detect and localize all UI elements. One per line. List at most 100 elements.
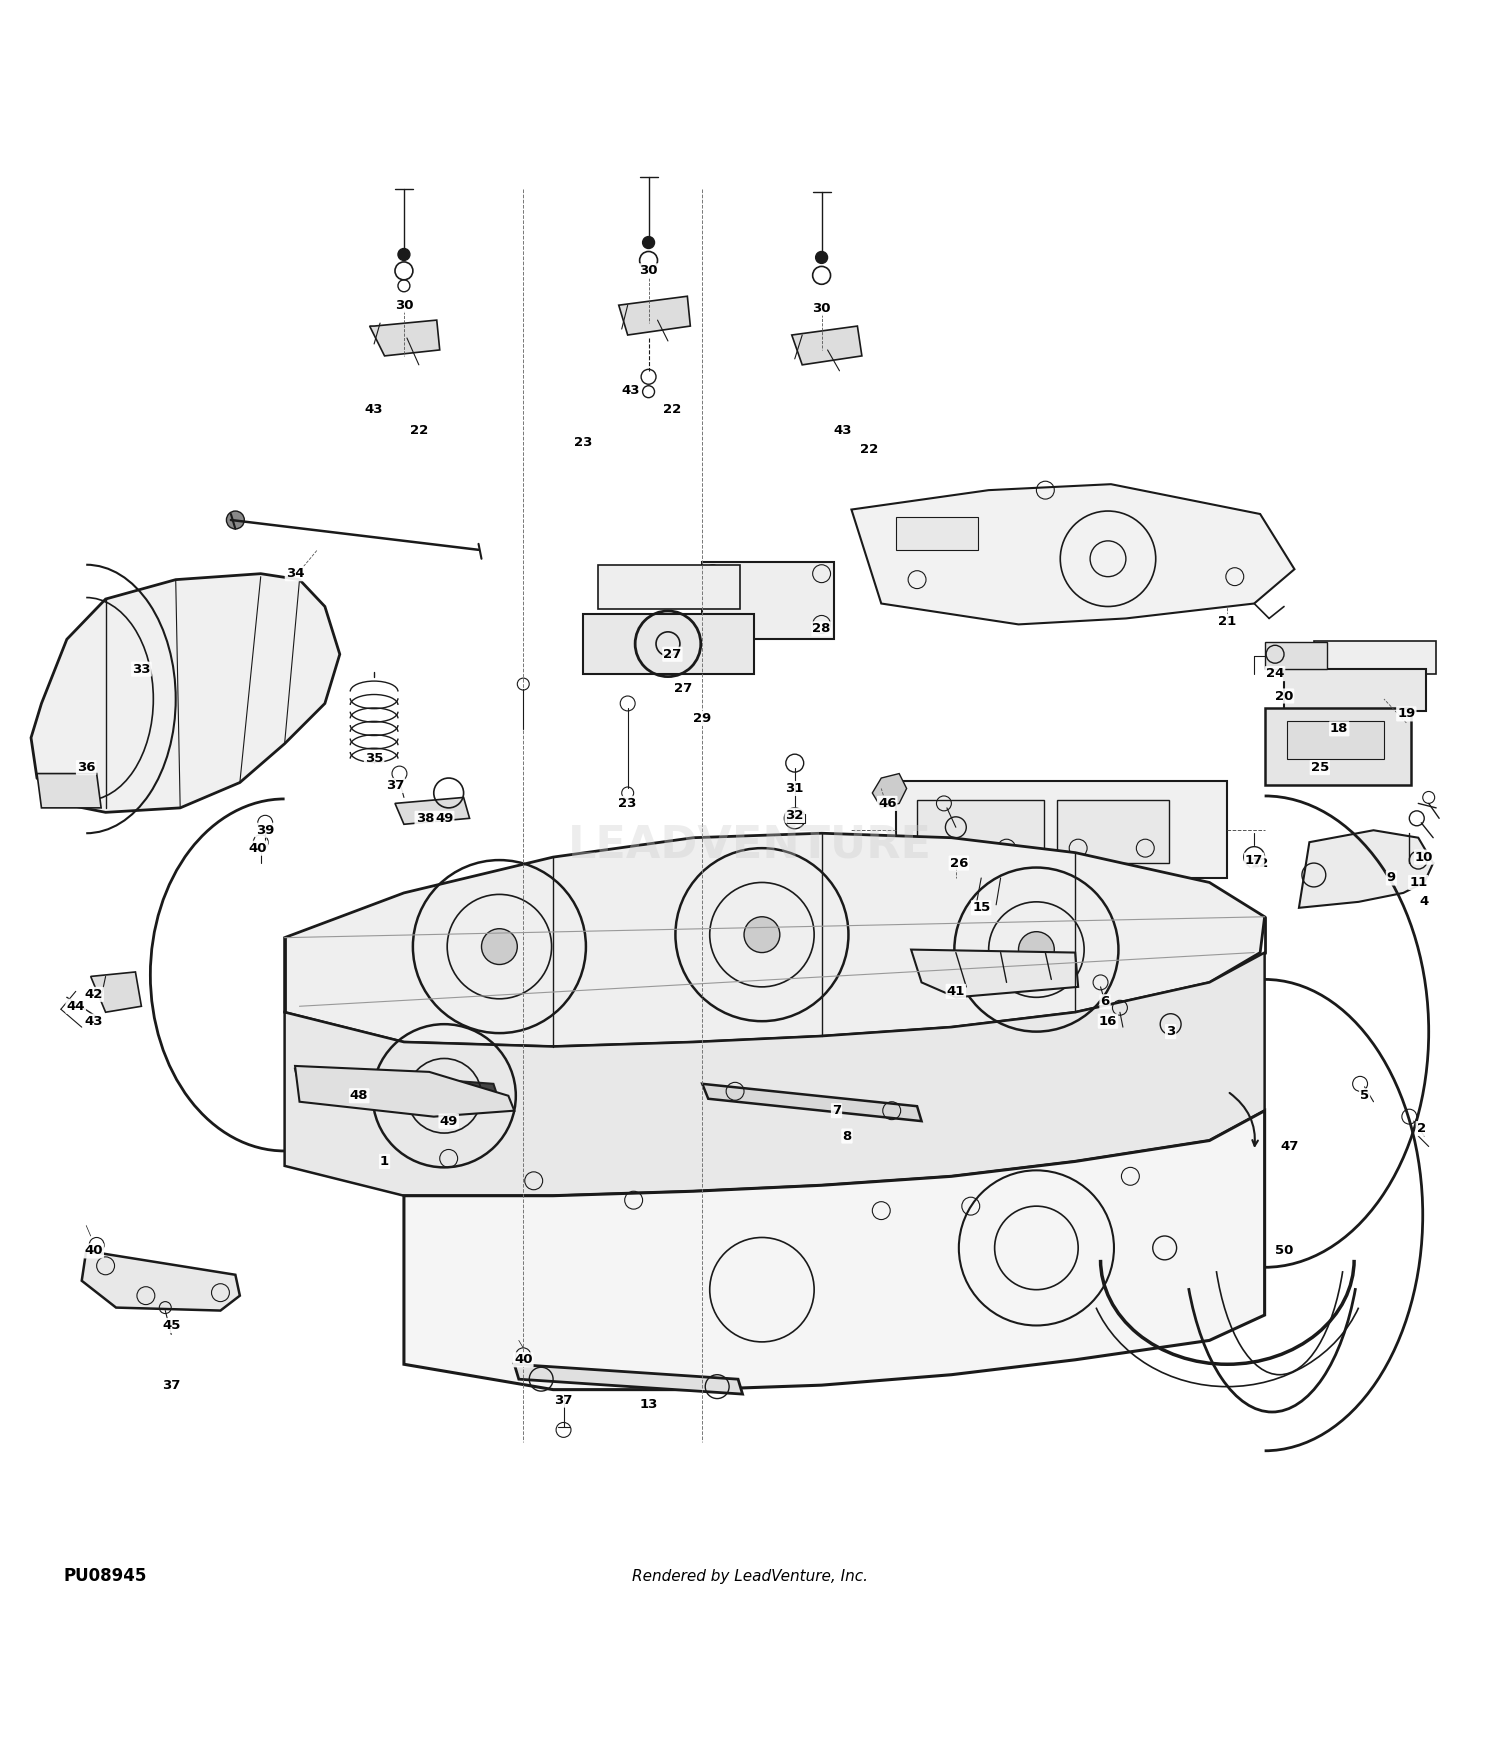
Text: 23: 23 — [573, 436, 592, 450]
Text: 30: 30 — [394, 299, 412, 311]
Text: 44: 44 — [66, 999, 86, 1013]
Text: 36: 36 — [76, 761, 96, 774]
Text: 48: 48 — [350, 1088, 369, 1102]
Text: 47: 47 — [1281, 1139, 1299, 1153]
Text: 37: 37 — [386, 779, 404, 793]
Text: 9: 9 — [1388, 872, 1396, 884]
Text: 4: 4 — [1419, 896, 1430, 908]
Text: Rendered by LeadVenture, Inc.: Rendered by LeadVenture, Inc. — [632, 1568, 868, 1584]
Polygon shape — [285, 833, 1264, 1046]
Polygon shape — [296, 1066, 514, 1116]
Text: 19: 19 — [1396, 707, 1416, 721]
Text: 30: 30 — [813, 301, 831, 315]
Polygon shape — [81, 1251, 240, 1311]
Text: 35: 35 — [364, 752, 384, 765]
Bar — [702, 562, 834, 639]
Text: 3: 3 — [1166, 1026, 1176, 1038]
Text: 31: 31 — [786, 782, 804, 794]
Circle shape — [642, 236, 654, 248]
Text: 16: 16 — [1100, 1015, 1118, 1027]
Polygon shape — [285, 952, 1264, 1195]
Text: 29: 29 — [693, 712, 711, 724]
Polygon shape — [369, 320, 440, 355]
Circle shape — [398, 248, 410, 261]
Polygon shape — [514, 1365, 742, 1395]
Text: 6: 6 — [1101, 996, 1110, 1008]
Text: 42: 42 — [84, 987, 104, 1001]
Bar — [896, 516, 978, 550]
Text: 11: 11 — [1408, 877, 1428, 889]
Text: 40: 40 — [249, 842, 267, 854]
Text: 5: 5 — [1360, 1088, 1370, 1102]
Text: 49: 49 — [435, 812, 453, 824]
Text: 46: 46 — [878, 796, 897, 810]
Bar — [1284, 668, 1425, 710]
Text: 25: 25 — [1311, 761, 1329, 774]
Text: 41: 41 — [946, 985, 964, 997]
Text: 50: 50 — [1275, 1244, 1293, 1258]
Polygon shape — [394, 798, 470, 824]
Text: 40: 40 — [84, 1244, 104, 1258]
Bar — [1314, 640, 1436, 674]
Text: 27: 27 — [674, 682, 692, 695]
Text: 24: 24 — [1266, 667, 1284, 681]
Text: 12: 12 — [1251, 856, 1269, 870]
Bar — [896, 780, 1227, 878]
Text: 38: 38 — [416, 812, 434, 824]
Text: 17: 17 — [1245, 854, 1263, 866]
Polygon shape — [618, 296, 690, 334]
Text: 22: 22 — [410, 424, 428, 438]
Polygon shape — [90, 971, 141, 1012]
Text: 43: 43 — [833, 424, 852, 438]
Text: 13: 13 — [639, 1398, 658, 1410]
Bar — [1264, 642, 1328, 668]
Bar — [584, 614, 754, 674]
Text: 37: 37 — [162, 1379, 180, 1391]
Text: 26: 26 — [950, 856, 968, 870]
Text: 7: 7 — [833, 1104, 842, 1116]
Polygon shape — [702, 1083, 921, 1122]
Text: 45: 45 — [162, 1320, 180, 1332]
Bar — [1264, 709, 1412, 786]
Polygon shape — [38, 774, 100, 808]
Text: PU08945: PU08945 — [64, 1566, 147, 1586]
Text: 30: 30 — [639, 264, 658, 276]
Polygon shape — [296, 1069, 500, 1102]
Text: 22: 22 — [663, 402, 681, 416]
Text: 28: 28 — [813, 623, 831, 635]
Text: 33: 33 — [132, 663, 150, 676]
Polygon shape — [792, 326, 862, 364]
Circle shape — [482, 929, 518, 964]
Text: 2: 2 — [1416, 1122, 1426, 1136]
Text: 40: 40 — [514, 1353, 532, 1367]
Polygon shape — [910, 950, 1078, 998]
Text: 43: 43 — [364, 402, 384, 416]
Polygon shape — [1299, 830, 1432, 908]
Polygon shape — [32, 574, 340, 812]
Circle shape — [744, 917, 780, 952]
Text: 49: 49 — [440, 1115, 458, 1127]
Polygon shape — [404, 1111, 1264, 1390]
Text: 43: 43 — [84, 1015, 104, 1027]
Text: 10: 10 — [1414, 850, 1434, 863]
Text: 43: 43 — [621, 383, 640, 397]
Bar — [1058, 800, 1168, 863]
Circle shape — [432, 1083, 456, 1108]
Text: 27: 27 — [663, 648, 681, 662]
Bar — [916, 800, 1044, 863]
Text: 18: 18 — [1330, 723, 1348, 735]
Text: 20: 20 — [1275, 690, 1293, 702]
Circle shape — [1019, 931, 1054, 968]
Bar — [788, 814, 806, 822]
Polygon shape — [873, 774, 906, 808]
Text: LEADVENTURE: LEADVENTURE — [568, 824, 932, 866]
Circle shape — [816, 252, 828, 264]
Text: 15: 15 — [972, 901, 990, 914]
Text: 32: 32 — [786, 808, 804, 822]
Text: 37: 37 — [555, 1393, 573, 1407]
Text: 22: 22 — [859, 443, 879, 457]
Text: 34: 34 — [286, 567, 304, 581]
Text: 21: 21 — [1218, 614, 1236, 628]
Text: 23: 23 — [618, 796, 638, 810]
Polygon shape — [852, 485, 1294, 625]
